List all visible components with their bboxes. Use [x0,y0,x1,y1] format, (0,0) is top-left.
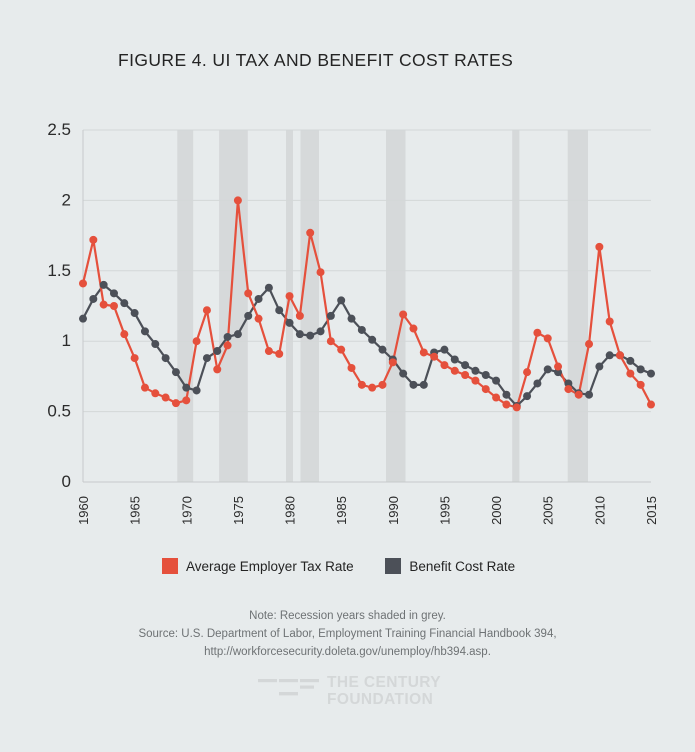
svg-text:THE CENTURY: THE CENTURY [327,674,441,691]
svg-text:FOUNDATION: FOUNDATION [327,691,433,708]
